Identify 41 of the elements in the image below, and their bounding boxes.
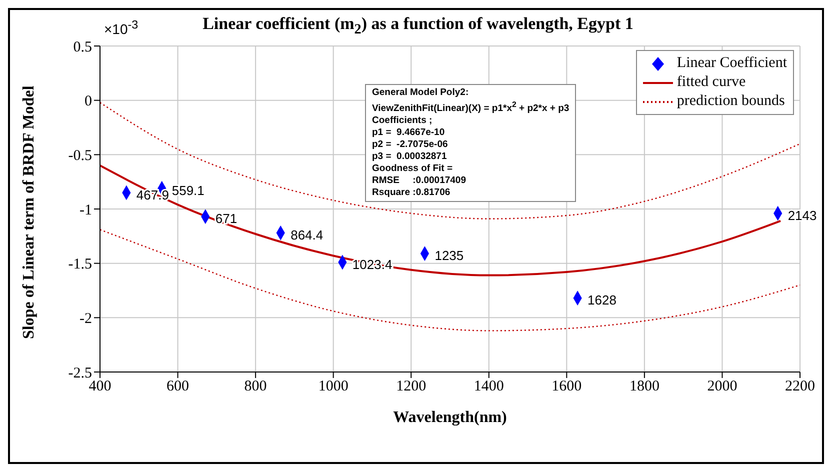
x-tick-label: 2200 — [785, 378, 815, 395]
y-tick-label: -1 — [80, 202, 92, 218]
y-tick-label: 0.5 — [73, 39, 92, 56]
annotation: 2143 — [788, 208, 817, 223]
annotation: p3 = 0.00032871 — [372, 151, 447, 162]
annotation: Rsquare :0.81706 — [372, 187, 450, 198]
x-tick-label: 400 — [88, 378, 112, 395]
annotation: Goodness of Fit = — [372, 163, 452, 174]
legend-label: fitted curve — [676, 73, 746, 92]
annotation: RMSE :0.00017409 — [372, 175, 466, 186]
x-tick-label: 1000 — [318, 378, 348, 395]
annotation: 1628 — [588, 292, 616, 308]
x-tick-label: 1800 — [629, 378, 660, 395]
x-axis-title: Wavelength(nm) — [393, 409, 507, 426]
x-tick-label: 1200 — [396, 378, 426, 395]
x-tick-label: 2000 — [707, 378, 738, 395]
annotation: p1 = 9.4667e-10 — [372, 127, 445, 138]
line-series — [100, 164, 782, 276]
legend-label: prediction bounds — [676, 92, 785, 111]
y-axis-title: Slope of Linear term of BRDF Model — [20, 85, 38, 339]
y-tick-label: 0 — [84, 94, 92, 110]
line-series — [100, 229, 800, 332]
annotation: p2 = -2.7075e-06 — [372, 139, 448, 150]
y-tick-label: -1.5 — [68, 256, 92, 273]
x-tick-label: 1600 — [552, 378, 582, 395]
chart-title: Linear coefficient (m$_{2}$) as a function of wavelength, Egypt 1 — [202, 14, 634, 38]
annotation: 671 — [215, 211, 238, 226]
x-tick-label: 1400 — [474, 378, 504, 395]
x-tick-label: 800 — [244, 378, 267, 395]
y-tick-label: -2.5 — [68, 365, 92, 382]
annotation: General Model Poly2: — [372, 87, 469, 98]
y-tick-label: -0.5 — [68, 148, 92, 164]
annotation: 559.1 — [172, 182, 204, 198]
y-tick-label: -2 — [80, 310, 92, 327]
annotation: 864.4 — [290, 228, 324, 243]
annotation: Coefficients ; — [372, 115, 432, 126]
x-tick-label: 600 — [166, 378, 190, 395]
text: ×10$^{-3}$ — [104, 18, 138, 37]
annotation: ViewZenithFit(Linear)(X) = p1*x$^{2}$ + p2*x + p3 — [372, 100, 570, 114]
legend-label: Linear Coefficient — [676, 54, 787, 73]
annotation: 1235 — [434, 248, 464, 264]
